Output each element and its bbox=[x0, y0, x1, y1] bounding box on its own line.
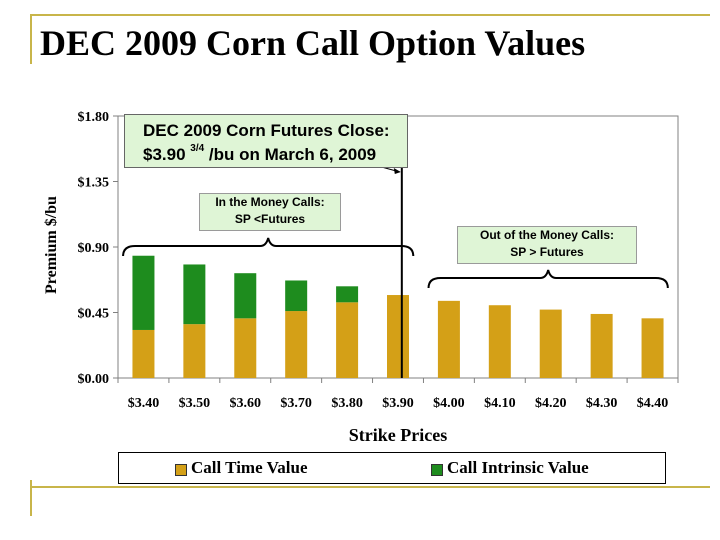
bar-time-value bbox=[641, 318, 664, 378]
x-tick-label: $3.50 bbox=[179, 396, 211, 411]
futures-callout-arrowhead bbox=[393, 168, 401, 174]
out-of-the-money-callout: Out of the Money Calls: SP > Futures bbox=[457, 226, 637, 264]
bar-time-value bbox=[132, 329, 155, 378]
futures-price: $3.90 bbox=[143, 145, 186, 164]
in-the-money-brace bbox=[122, 237, 415, 257]
futures-price-fraction: 3/4 bbox=[190, 143, 205, 154]
bar-time-value bbox=[285, 311, 308, 378]
x-tick-label: $3.70 bbox=[280, 396, 312, 411]
bar-intrinsic-value bbox=[183, 264, 206, 325]
decorative-line-bottom-vertical bbox=[30, 480, 32, 516]
x-tick-label: $3.90 bbox=[382, 396, 414, 411]
x-tick-label: $4.00 bbox=[433, 396, 465, 411]
bar-intrinsic-value bbox=[234, 273, 257, 319]
bar-intrinsic-value bbox=[132, 255, 155, 330]
bar-time-value bbox=[234, 318, 257, 378]
bar-time-value bbox=[488, 305, 511, 378]
itm-callout-title: In the Money Calls: bbox=[215, 195, 325, 209]
y-tick-label: $0.45 bbox=[78, 307, 110, 322]
bar-time-value bbox=[590, 313, 613, 378]
x-tick-label: $4.40 bbox=[637, 396, 669, 411]
x-tick-label: $4.20 bbox=[535, 396, 567, 411]
legend-swatch-intrinsic-value bbox=[431, 464, 443, 476]
x-tick-label: $4.30 bbox=[586, 396, 618, 411]
y-axis-title: Premium $/bu bbox=[43, 196, 60, 294]
otm-callout-condition: SP > Futures bbox=[510, 245, 584, 259]
futures-close-callout: DEC 2009 Corn Futures Close: $3.90 3/4 /… bbox=[124, 114, 408, 168]
bar-intrinsic-value bbox=[285, 280, 308, 312]
legend-swatch-time-value bbox=[175, 464, 187, 476]
decorative-line-bottom-horizontal bbox=[30, 486, 710, 488]
y-tick-label: $0.00 bbox=[78, 372, 110, 387]
bar-time-value bbox=[539, 309, 562, 378]
y-tick-label: $0.90 bbox=[78, 241, 110, 256]
slide-title: DEC 2009 Corn Call Option Values bbox=[40, 23, 586, 63]
y-tick-label: $1.80 bbox=[78, 110, 110, 125]
futures-close-label: DEC 2009 Corn Futures Close: bbox=[143, 121, 390, 140]
decorative-line-top-horizontal bbox=[30, 14, 710, 16]
x-axis-title: Strike Prices bbox=[349, 425, 447, 445]
out-of-the-money-brace bbox=[427, 269, 669, 289]
bar-intrinsic-value bbox=[336, 286, 359, 303]
bar-time-value bbox=[336, 302, 359, 378]
legend-label-intrinsic-value: Call Intrinsic Value bbox=[447, 458, 589, 477]
y-tick-label: $1.35 bbox=[78, 176, 110, 191]
x-tick-label: $3.60 bbox=[230, 396, 262, 411]
decorative-line-top-vertical bbox=[30, 14, 32, 64]
futures-close-price-line: $3.90 3/4 /bu on March 6, 2009 bbox=[143, 143, 377, 165]
legend-label-time-value: Call Time Value bbox=[191, 458, 308, 477]
itm-callout-condition: SP <Futures bbox=[234, 212, 306, 226]
x-tick-label: $3.40 bbox=[128, 396, 160, 411]
x-tick-label: $3.80 bbox=[331, 396, 363, 411]
bar-time-value bbox=[437, 300, 460, 378]
x-tick-label: $4.10 bbox=[484, 396, 516, 411]
bar-time-value bbox=[183, 324, 206, 378]
bar-time-value bbox=[387, 295, 409, 378]
otm-callout-title: Out of the Money Calls: bbox=[479, 228, 614, 242]
futures-price-date: /bu on March 6, 2009 bbox=[208, 145, 377, 164]
chart-legend: Call Time Value Call Intrinsic Value bbox=[118, 452, 666, 484]
in-the-money-callout: In the Money Calls: SP <Futures bbox=[199, 193, 341, 231]
